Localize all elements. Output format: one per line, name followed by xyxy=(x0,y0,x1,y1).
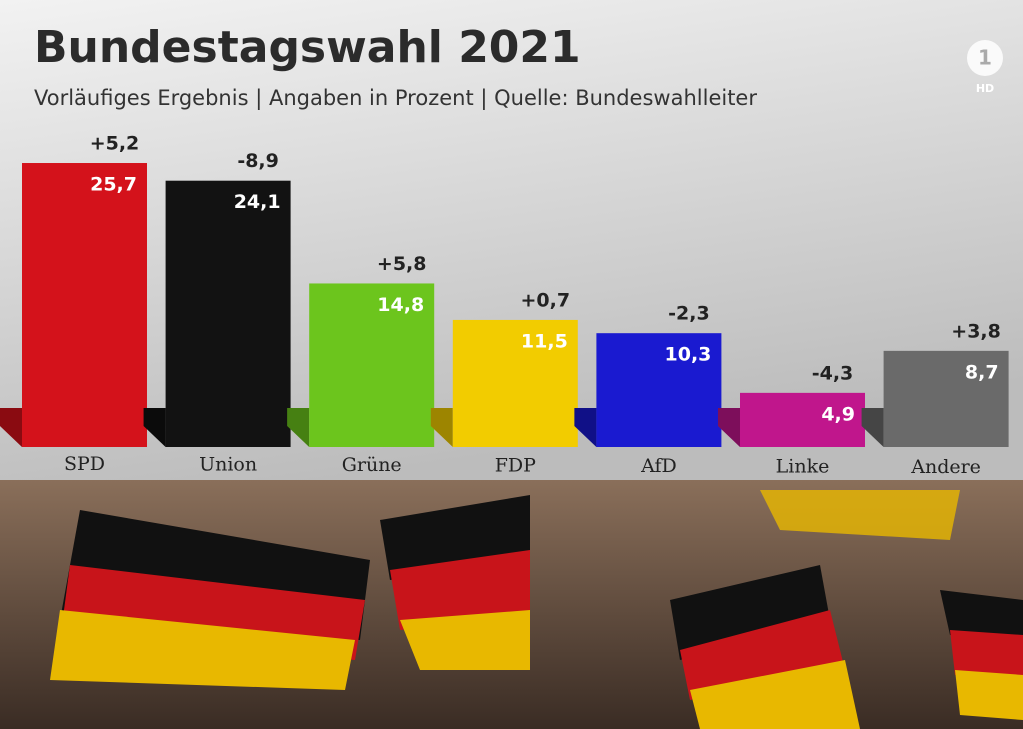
change-label: -2,3 xyxy=(668,303,710,325)
change-label: -4,3 xyxy=(812,362,854,384)
value-label: 10,3 xyxy=(665,344,712,366)
category-label: Andere xyxy=(910,456,981,478)
bar xyxy=(740,392,865,447)
logo-badge: HD xyxy=(976,82,994,95)
category-label: AfD xyxy=(640,455,677,477)
bar-floor-shade xyxy=(861,408,884,447)
bar xyxy=(22,163,147,447)
bar xyxy=(452,319,578,447)
bar-floor xyxy=(574,408,597,447)
value-label: 14,8 xyxy=(377,294,424,316)
category-label: Linke xyxy=(776,456,830,478)
bar-floor-shade xyxy=(0,408,22,447)
bar xyxy=(309,283,435,447)
bar-floor xyxy=(430,408,453,447)
bar-floor-shade xyxy=(574,408,597,447)
change-label: +0,7 xyxy=(521,289,571,311)
category-label: Union xyxy=(199,454,257,476)
bars: 25,7 +5,2 SPD 24,1 -8,9 Union 14,8 +5,8 Grüne 11,… xyxy=(0,133,1009,478)
bar xyxy=(165,180,291,447)
change-label: -8,9 xyxy=(237,150,279,172)
change-label: +3,8 xyxy=(951,320,1001,342)
category-label: Grüne xyxy=(342,454,402,476)
bar-floor xyxy=(287,408,310,447)
bar-floor xyxy=(143,408,166,447)
crowd-photo xyxy=(0,480,1023,729)
value-label: 8,7 xyxy=(965,361,999,383)
bar-floor-shade xyxy=(718,408,740,447)
logo: 1 HD xyxy=(967,40,1003,95)
value-label: 4,9 xyxy=(821,403,855,425)
bar-floor-shade xyxy=(430,408,453,447)
logo-circle xyxy=(967,40,1003,76)
category-label: FDP xyxy=(495,455,536,477)
change-label: +5,2 xyxy=(90,133,140,155)
logo-number: 1 xyxy=(978,46,992,70)
bar-floor xyxy=(0,408,22,447)
value-label: 24,1 xyxy=(234,191,281,213)
bar-floor-shade xyxy=(287,408,310,447)
chart-subtitle: Vorläufiges Ergebnis | Angaben in Prozen… xyxy=(34,86,757,111)
bar xyxy=(596,333,722,447)
change-label: +5,8 xyxy=(377,253,427,275)
category-label: SPD xyxy=(64,453,105,475)
value-label: 25,7 xyxy=(90,174,137,196)
chart-title: Bundestagswahl 2021 xyxy=(34,22,581,73)
bar-floor xyxy=(718,408,740,447)
bar-floor xyxy=(861,408,884,447)
bar-floor-shade xyxy=(143,408,166,447)
bar xyxy=(883,350,1009,447)
value-label: 11,5 xyxy=(521,330,568,352)
